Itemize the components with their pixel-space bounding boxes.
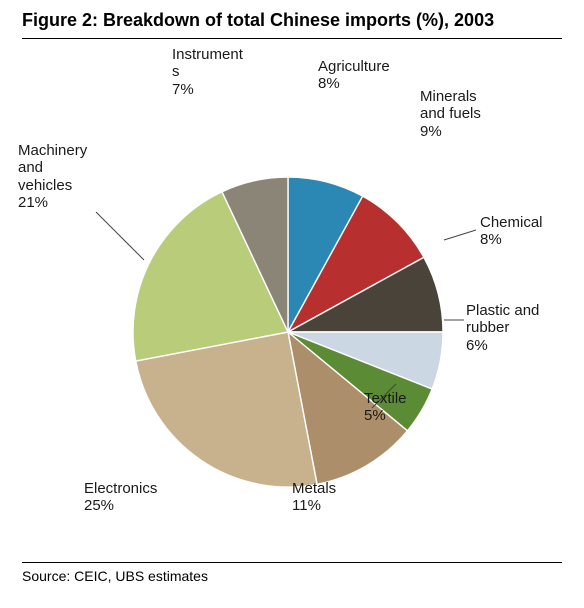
leader-line — [96, 212, 144, 260]
slice-label-textile: Textile 5% — [364, 390, 407, 425]
slice-label-agriculture: Agriculture 8% — [318, 58, 390, 93]
figure-title: Figure 2: Breakdown of total Chinese imp… — [22, 10, 494, 31]
slice-label-instruments: Instrument s 7% — [172, 46, 243, 98]
leader-line — [444, 230, 476, 240]
top-rule — [22, 38, 562, 39]
slice-label-chemical: Chemical 8% — [480, 214, 543, 249]
slice-label-electronics: Electronics 25% — [84, 480, 157, 515]
slice-label-plastic-and-rubber: Plastic and rubber 6% — [466, 302, 539, 354]
figure-container: Figure 2: Breakdown of total Chinese imp… — [0, 0, 584, 608]
bottom-rule — [22, 562, 562, 563]
pie-chart: Agriculture 8% Minerals and fuels 9% Chemi… — [0, 40, 584, 550]
slice-label-metals: Metals 11% — [292, 480, 336, 515]
pie-svg — [0, 40, 584, 550]
figure-source: Source: CEIC, UBS estimates — [22, 568, 208, 584]
slice-label-minerals-and-fuels: Minerals and fuels 9% — [420, 88, 481, 140]
slice-label-machinery-and-vehicles: Machinery and vehicles 21% — [18, 142, 87, 211]
